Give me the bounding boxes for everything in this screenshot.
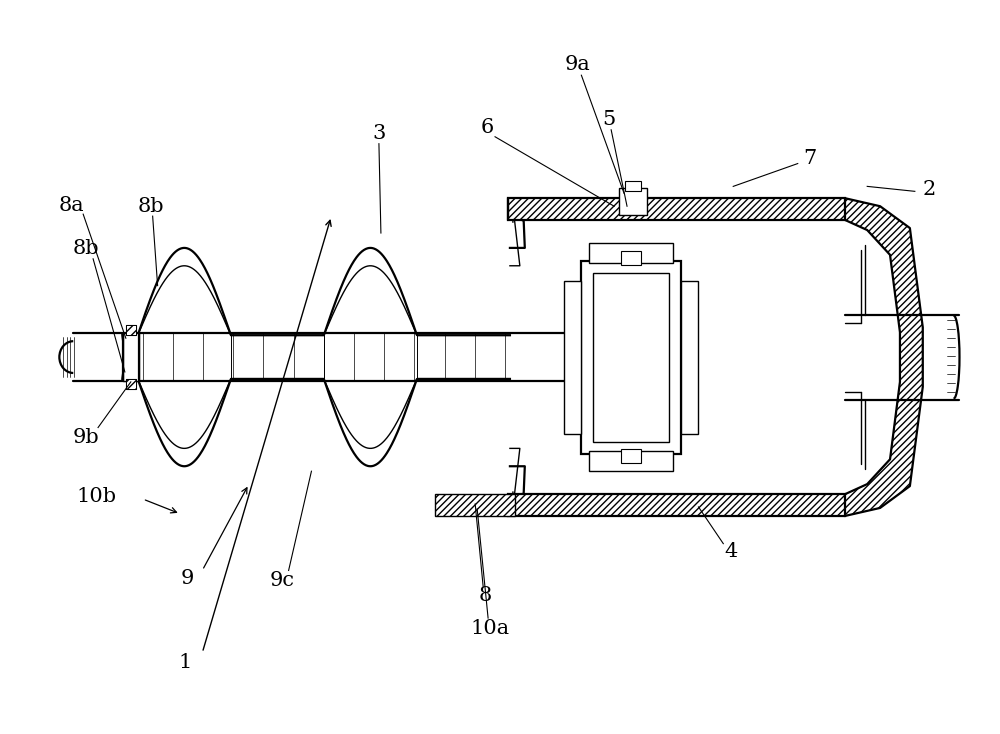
Bar: [581, 261, 681, 454]
Bar: [681, 280, 698, 435]
Text: 4: 4: [725, 542, 738, 561]
Bar: [508, 198, 845, 220]
Bar: [435, 494, 515, 516]
Bar: [126, 325, 136, 335]
Bar: [126, 325, 136, 335]
Text: 10a: 10a: [471, 619, 510, 638]
Bar: [625, 181, 641, 192]
Text: 6: 6: [480, 118, 494, 137]
Bar: [619, 189, 647, 215]
Text: 8: 8: [478, 586, 492, 605]
Bar: [564, 280, 581, 435]
Bar: [123, 333, 139, 381]
Text: 5: 5: [603, 110, 616, 129]
Text: 8b: 8b: [73, 239, 99, 258]
Bar: [593, 273, 669, 443]
Text: 1: 1: [179, 653, 192, 672]
Polygon shape: [845, 198, 923, 516]
Text: 9b: 9b: [73, 428, 99, 447]
Text: 10b: 10b: [76, 487, 116, 506]
Text: 8a: 8a: [58, 196, 84, 215]
Text: 7: 7: [803, 149, 816, 168]
Bar: [581, 261, 681, 454]
Bar: [621, 449, 641, 463]
Text: 9a: 9a: [565, 55, 590, 74]
Text: 9: 9: [181, 569, 194, 588]
Text: 3: 3: [372, 124, 386, 143]
Bar: [126, 379, 136, 389]
Bar: [589, 451, 673, 471]
Bar: [589, 243, 673, 263]
Bar: [126, 379, 136, 389]
Bar: [621, 251, 641, 265]
Text: 8b: 8b: [137, 197, 164, 216]
Text: 9c: 9c: [269, 571, 294, 590]
Bar: [508, 494, 845, 516]
Text: 2: 2: [922, 180, 935, 199]
Bar: [619, 189, 647, 215]
